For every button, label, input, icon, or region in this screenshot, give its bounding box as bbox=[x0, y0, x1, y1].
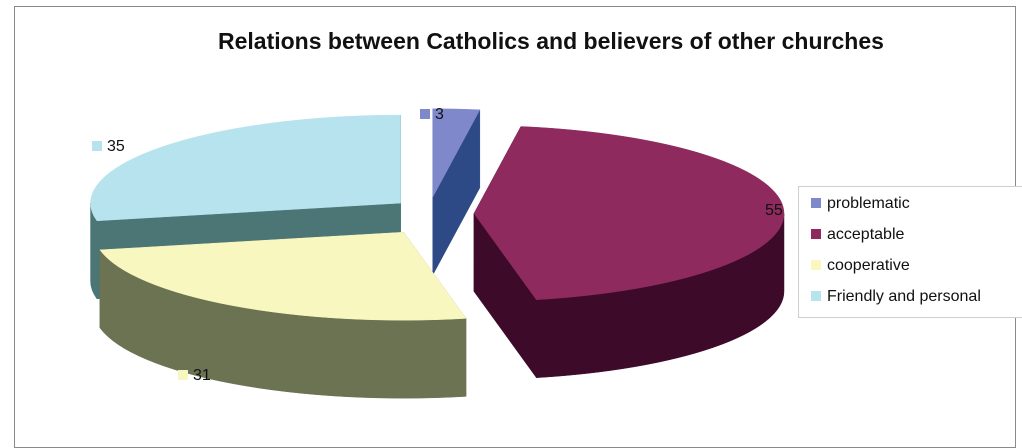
data-label-friendly-and-personal: 35 bbox=[92, 138, 125, 156]
pie-slice-acceptable bbox=[473, 126, 785, 379]
data-label-value: 35 bbox=[107, 138, 125, 155]
legend-item-cooperative: cooperative bbox=[811, 257, 910, 275]
legend-swatch bbox=[811, 260, 821, 270]
data-label-value: 55 bbox=[765, 202, 783, 219]
slice-top-cooperative bbox=[99, 231, 467, 321]
data-label-swatch bbox=[750, 205, 760, 215]
legend-swatch bbox=[811, 229, 821, 239]
chart-legend: problematic acceptable cooperative Friendly… bbox=[798, 186, 1022, 318]
data-label-acceptable: 55 bbox=[750, 202, 783, 220]
data-label-value: 31 bbox=[193, 367, 211, 384]
legend-item-problematic: problematic bbox=[811, 195, 910, 213]
legend-swatch bbox=[811, 291, 821, 301]
data-label-swatch bbox=[178, 370, 188, 380]
data-label-swatch bbox=[420, 109, 430, 119]
legend-item-acceptable: acceptable bbox=[811, 226, 904, 244]
data-label-cooperative: 31 bbox=[178, 367, 211, 385]
slice-top-acceptable bbox=[473, 126, 785, 300]
data-label-swatch bbox=[92, 141, 102, 151]
data-label-value: 3 bbox=[435, 106, 444, 123]
pie-slice-cooperative bbox=[99, 231, 467, 399]
pie-slice-problematic bbox=[432, 108, 481, 275]
data-label-problematic: 3 bbox=[420, 106, 444, 124]
legend-label: cooperative bbox=[827, 257, 910, 274]
slice-top-friendly-and-personal bbox=[90, 114, 401, 222]
legend-item-friendly-and-personal: Friendly and personal bbox=[811, 288, 981, 306]
legend-label: problematic bbox=[827, 195, 910, 212]
pie-chart bbox=[90, 108, 785, 399]
legend-label: acceptable bbox=[827, 226, 905, 243]
legend-swatch bbox=[811, 198, 821, 208]
chart-title: Relations between Catholics and believer… bbox=[218, 28, 884, 54]
slice-top-problematic bbox=[432, 108, 481, 197]
legend-label: Friendly and personal bbox=[827, 288, 981, 305]
